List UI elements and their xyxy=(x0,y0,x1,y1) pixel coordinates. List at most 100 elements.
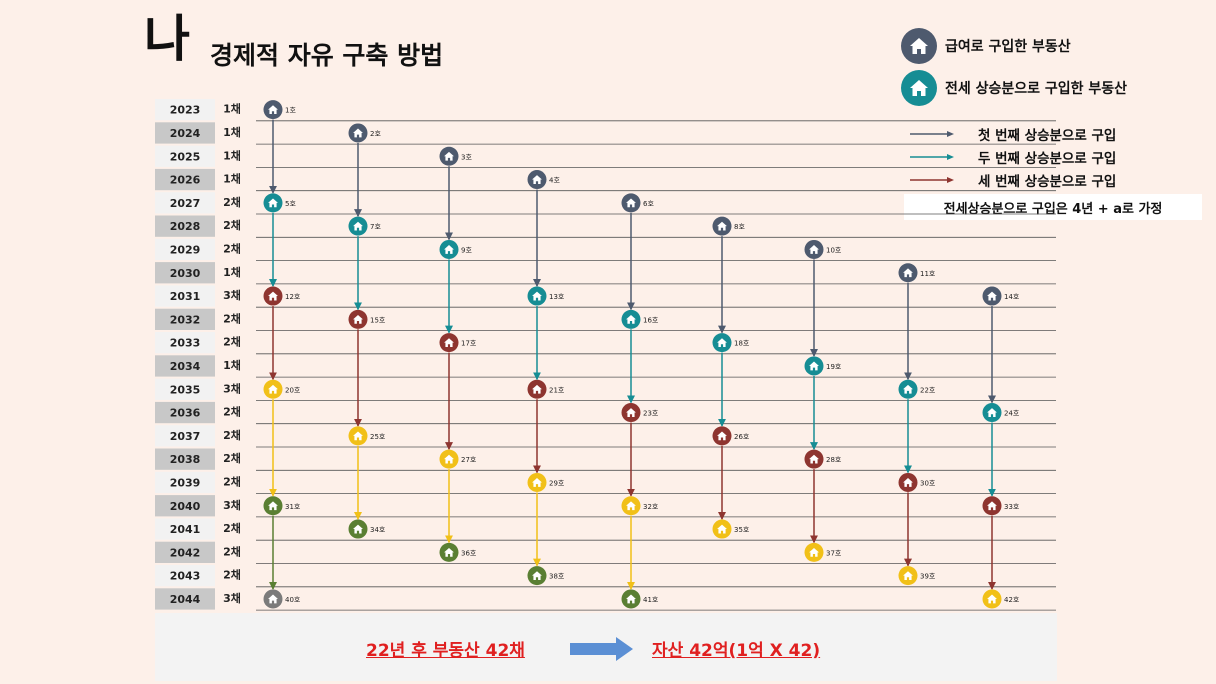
year-cell xyxy=(155,425,215,447)
year-label: 2027 xyxy=(170,197,201,210)
house-icon xyxy=(353,221,363,231)
year-cell xyxy=(155,145,215,167)
house-node: 36호 xyxy=(439,542,477,562)
house-icon xyxy=(717,524,727,534)
house-icon xyxy=(532,571,542,581)
house-icon xyxy=(626,314,636,324)
house-label: 38호 xyxy=(549,573,565,581)
house-label: 3호 xyxy=(461,153,472,161)
year-label: 2031 xyxy=(170,290,201,303)
house-icon xyxy=(268,384,278,394)
count-label: 2채 xyxy=(223,544,241,558)
house-node: 5호 xyxy=(263,193,296,213)
count-label: 2채 xyxy=(223,428,241,442)
house-label: 24호 xyxy=(1004,410,1020,418)
house-icon xyxy=(626,408,636,417)
house-node: 7호 xyxy=(348,216,381,236)
house-label: 25호 xyxy=(370,433,386,441)
count-label: 2채 xyxy=(223,335,241,349)
year-row: 2031 3채 xyxy=(155,285,1056,308)
house-label: 15호 xyxy=(370,316,386,324)
house-label: 8호 xyxy=(734,223,745,231)
year-cell xyxy=(155,262,215,284)
house-label: 28호 xyxy=(826,456,842,464)
house-icon xyxy=(268,501,278,511)
year-row: 2028 2채 xyxy=(155,215,1056,238)
year-cell xyxy=(155,588,215,610)
house-node: 37호 xyxy=(804,542,842,562)
house-label: 4호 xyxy=(549,177,560,185)
year-cell xyxy=(155,518,215,540)
house-node: 12호 xyxy=(263,286,301,306)
house-node: 4호 xyxy=(527,170,560,190)
house-node: 29호 xyxy=(527,472,565,492)
house-node: 3호 xyxy=(439,146,472,166)
house-label: 7호 xyxy=(370,223,381,231)
count-label: 1채 xyxy=(223,148,241,162)
house-node: 35호 xyxy=(712,519,750,539)
house-icon xyxy=(809,547,819,557)
house-node: 27호 xyxy=(439,449,477,469)
house-node: 21호 xyxy=(527,379,565,399)
house-label: 17호 xyxy=(461,340,477,348)
house-icon xyxy=(353,314,363,324)
house-icon xyxy=(626,594,636,604)
house-icon xyxy=(444,547,454,557)
count-label: 1채 xyxy=(223,358,241,372)
house-node: 20호 xyxy=(263,379,301,399)
house-icon xyxy=(717,221,727,231)
house-icon xyxy=(532,175,542,184)
house-icon xyxy=(532,291,542,301)
house-label: 12호 xyxy=(285,293,301,301)
house-node: 23호 xyxy=(621,403,659,423)
house-label: 36호 xyxy=(461,549,477,557)
legend-salary-label: 급여로 구입한 부동산 xyxy=(945,39,1071,55)
year-row: 2029 2채 xyxy=(155,238,1056,262)
house-node: 1호 xyxy=(263,100,296,120)
year-cell xyxy=(155,308,215,330)
year-row: 2023 1채 xyxy=(155,99,1056,122)
house-icon xyxy=(626,501,636,511)
legend-jeonse-label: 전세 상승분으로 구입한 부동산 xyxy=(945,81,1128,97)
house-node: 19호 xyxy=(804,356,842,376)
count-label: 3채 xyxy=(223,288,241,302)
year-cell xyxy=(155,541,215,563)
year-cell xyxy=(155,332,215,354)
house-label: 22호 xyxy=(920,386,936,394)
house-node: 30호 xyxy=(898,472,936,492)
year-row: 2037 2채 xyxy=(155,425,1056,448)
house-icon xyxy=(717,338,727,348)
house-icon xyxy=(268,105,278,115)
legend-arrow-third: 세 번째 상승분으로 구입 xyxy=(910,170,1116,190)
house-icon xyxy=(987,594,997,604)
year-cell xyxy=(155,285,215,307)
house-label: 1호 xyxy=(285,107,296,115)
year-label: 2043 xyxy=(170,570,201,583)
year-row: 2039 2채 xyxy=(155,471,1056,495)
page-title-letter: 나 xyxy=(144,10,190,68)
house-node: 2호 xyxy=(348,123,381,143)
house-label: 33호 xyxy=(1004,503,1020,511)
year-cell xyxy=(155,495,215,517)
year-cell xyxy=(155,471,215,494)
year-cell xyxy=(155,355,215,377)
house-icon xyxy=(903,571,913,581)
legend-arrow-second-label: 두 번째 상승분으로 구입 xyxy=(978,151,1117,167)
summary-right: 자산 42억(1억 X 42) xyxy=(652,641,821,661)
count-label: 3채 xyxy=(223,498,241,512)
house-label: 2호 xyxy=(370,130,381,138)
house-node: 10호 xyxy=(804,239,842,259)
arrow-icon xyxy=(910,177,954,183)
house-label: 42호 xyxy=(1004,596,1020,604)
year-label: 2025 xyxy=(170,150,201,163)
year-label: 2023 xyxy=(170,104,201,117)
house-node: 32호 xyxy=(621,496,659,516)
year-cell xyxy=(155,168,215,191)
year-row: 2034 1채 xyxy=(155,355,1056,378)
legend-arrow-third-label: 세 번째 상승분으로 구입 xyxy=(978,174,1117,190)
year-label: 2030 xyxy=(170,267,201,280)
house-icon xyxy=(809,245,819,254)
year-label: 2024 xyxy=(170,127,201,140)
year-row: 2042 2채 xyxy=(155,541,1056,564)
house-node: 26호 xyxy=(712,426,750,446)
